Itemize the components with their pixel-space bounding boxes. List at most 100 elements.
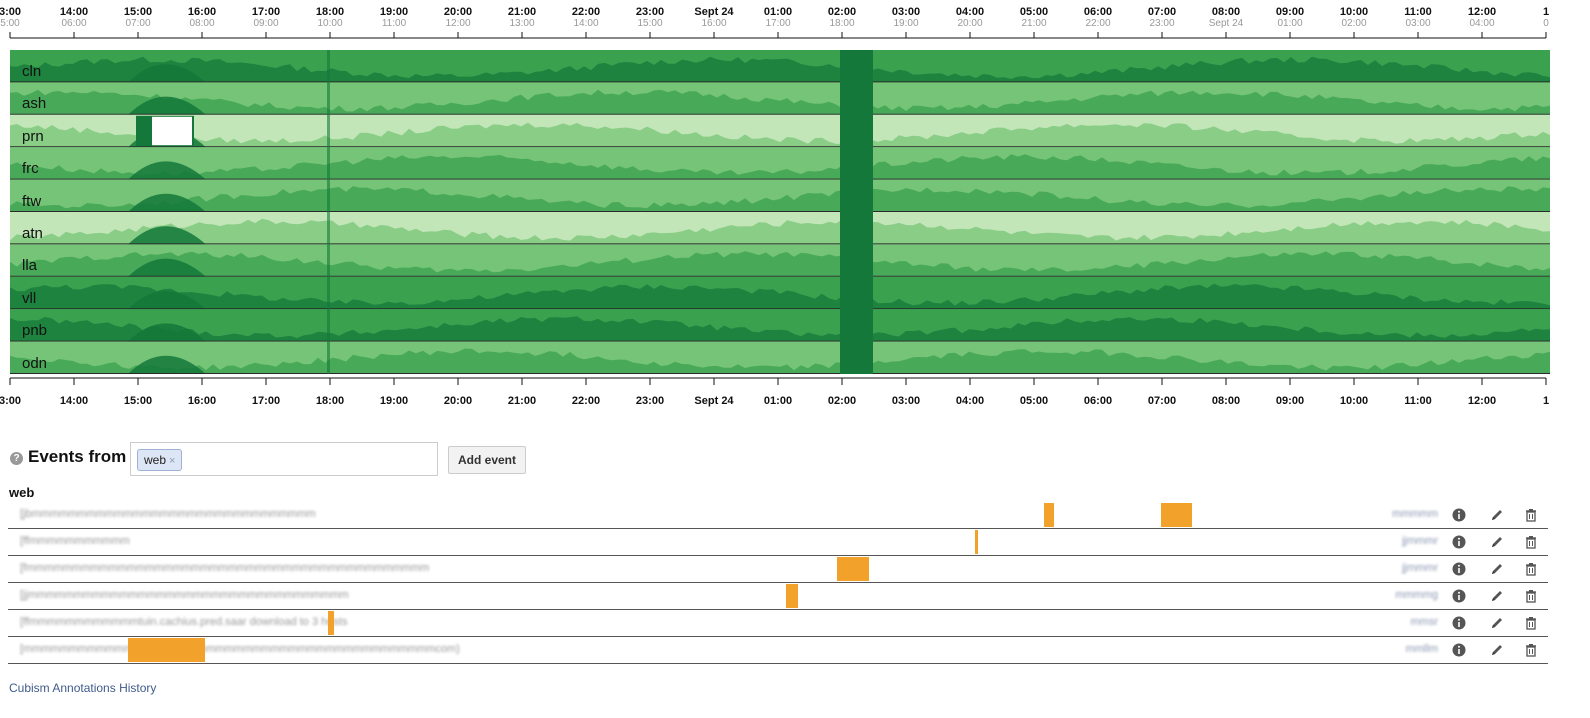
annotations-history-link[interactable]: Cubism Annotations History	[9, 681, 157, 695]
bottom-tick-label: 18:00	[315, 395, 345, 407]
event-row[interactable]: [jjmmmmmmmmmmmmmmmmmmmmmmmmmmmmmmmmmmm mm…	[8, 583, 1548, 610]
event-bar[interactable]	[975, 530, 979, 554]
top-tick-label: 22:00	[571, 6, 601, 18]
add-event-button[interactable]: Add event	[448, 446, 527, 474]
info-icon[interactable]	[1451, 561, 1467, 577]
horizon-chart[interactable]: cln ash prn frc ftw atn lla vll pnb odn	[10, 50, 1550, 374]
horizon-spike	[128, 226, 206, 245]
event-bar[interactable]	[836, 557, 869, 581]
bottom-tick-label: 23:00	[635, 395, 665, 407]
event-name: [mmmmmmmmmmmmmmmmmmmmmmmmmmmmmmmmmmmmmmm…	[20, 643, 460, 655]
horizon-row-area	[10, 186, 1550, 212]
event-row[interactable]: [ffmmmmmmmmmmmmtuin.cachius.pred.saar do…	[8, 610, 1548, 637]
bottom-tick-label: 10:00	[1339, 395, 1369, 407]
trash-icon[interactable]	[1523, 615, 1539, 631]
top-tick-label: 19:00	[379, 6, 409, 18]
top-axis-line	[9, 32, 1547, 39]
horizon-spike	[128, 96, 206, 115]
event-owner: mmmmg	[1395, 589, 1438, 601]
trash-icon[interactable]	[1523, 588, 1539, 604]
token-remove-icon[interactable]: ×	[169, 455, 176, 467]
horizon-spike	[128, 291, 206, 310]
bottom-tick-label: 19:00	[379, 395, 409, 407]
horizon-spike	[128, 258, 206, 277]
event-row[interactable]: [fmmmmmmmmmmmmmmmmmmmmmmmmmmmmmmmmmmmmmm…	[8, 556, 1548, 583]
pencil-icon[interactable]	[1489, 507, 1505, 523]
bottom-axis-tick: 02:00	[812, 395, 872, 407]
top-axis-tick: 02:00 18:00	[812, 6, 872, 29]
horizon-row-vll[interactable]	[10, 276, 1550, 310]
trash-icon[interactable]	[1523, 507, 1539, 523]
top-axis-tick: 22:00 14:00	[556, 6, 616, 29]
event-bar[interactable]	[1044, 503, 1054, 527]
horizon-row-ftw[interactable]	[10, 179, 1550, 212]
info-icon[interactable]	[1451, 507, 1467, 523]
top-tick-label: 05:00	[1019, 6, 1049, 18]
bottom-axis-tick: 07:00	[1132, 395, 1192, 407]
event-bar[interactable]	[328, 611, 335, 635]
horizon-row-area	[10, 122, 1550, 148]
pencil-icon[interactable]	[1489, 642, 1505, 658]
horizon-row-ash[interactable]	[10, 82, 1550, 115]
top-tick-label: 03:00	[891, 6, 921, 18]
bottom-axis-tick: 08:00	[1196, 395, 1256, 407]
bottom-tick-label: 12:00	[1467, 395, 1497, 407]
top-tick-sublabel: 01:00	[1277, 18, 1303, 29]
bottom-tick-label: 05:00	[1019, 395, 1049, 407]
horizon-row-prn[interactable]	[10, 114, 1550, 148]
top-tick-label: 02:00	[827, 6, 857, 18]
horizon-row-area	[10, 89, 1550, 115]
event-bar[interactable]	[128, 638, 206, 662]
horizon-row-pnb[interactable]	[10, 309, 1550, 342]
bottom-axis-tick: 18:00	[300, 395, 360, 407]
bottom-tick-label: 07:00	[1147, 395, 1177, 407]
horizon-row-lla[interactable]	[10, 244, 1550, 277]
top-tick-label: 21:00	[507, 6, 537, 18]
events-from-title: Events from	[28, 447, 127, 466]
bottom-axis-tick: 21:00	[492, 395, 552, 407]
event-row[interactable]: [ffmmmmmmmmmmm jjmmmr	[8, 529, 1548, 556]
info-icon[interactable]	[1451, 615, 1467, 631]
pencil-icon[interactable]	[1489, 588, 1505, 604]
event-source-input[interactable]: web ×	[130, 442, 438, 476]
event-bar[interactable]	[785, 584, 798, 608]
events-controls: ? Events from web × Add event	[8, 442, 608, 476]
top-tick-label: 1	[1542, 6, 1550, 18]
horizon-row-frc[interactable]	[10, 147, 1550, 180]
event-bar[interactable]	[1161, 503, 1193, 527]
bottom-tick-label: 03:00	[891, 395, 921, 407]
horizon-row-atn[interactable]	[10, 212, 1550, 245]
horizon-row-odn[interactable]	[10, 341, 1550, 374]
top-tick-label: 20:00	[443, 6, 473, 18]
top-tick-sublabel: 17:00	[765, 18, 791, 29]
horizon-outage-column	[840, 50, 873, 374]
event-row[interactable]: [jbmmmmmmmmmmmmmmmmmmmmmmmmmmmmmmm mmmmm	[8, 502, 1548, 529]
horizon-row-cln[interactable]	[10, 50, 1550, 83]
help-icon[interactable]: ?	[10, 452, 23, 465]
info-icon[interactable]	[1451, 642, 1467, 658]
top-tick-sublabel: 14:00	[573, 18, 599, 29]
trash-icon[interactable]	[1523, 642, 1539, 658]
pencil-icon[interactable]	[1489, 534, 1505, 550]
info-icon[interactable]	[1451, 588, 1467, 604]
horizon-spike-line	[327, 50, 330, 374]
trash-icon[interactable]	[1523, 534, 1539, 550]
pencil-icon[interactable]	[1489, 615, 1505, 631]
event-row[interactable]: [mmmmmmmmmmmmmmmmmmmmmmmmmmmmmmmmmmmmmmm…	[8, 637, 1548, 664]
top-tick-sublabel: 02:00	[1341, 18, 1367, 29]
event-name: [ffmmmmmmmmmmm	[20, 535, 130, 547]
event-owner: mmllm	[1405, 643, 1438, 655]
trash-icon[interactable]	[1523, 561, 1539, 577]
top-axis-tick: 11:00 03:00	[1388, 6, 1448, 29]
bottom-tick-label: 22:00	[571, 395, 601, 407]
horizon-row-label: frc	[22, 160, 39, 178]
horizon-row-area	[10, 56, 1550, 83]
event-name: [fmmmmmmmmmmmmmmmmmmmmmmmmmmmmmmmmmmmmmm…	[20, 562, 430, 574]
horizon-row-label: odn	[22, 354, 48, 372]
top-axis-tick: 12:00 04:00	[1452, 6, 1512, 29]
top-axis-tick: 06:00 22:00	[1068, 6, 1128, 29]
info-icon[interactable]	[1451, 534, 1467, 550]
top-axis-tick: 16:00 08:00	[172, 6, 232, 29]
pencil-icon[interactable]	[1489, 561, 1505, 577]
